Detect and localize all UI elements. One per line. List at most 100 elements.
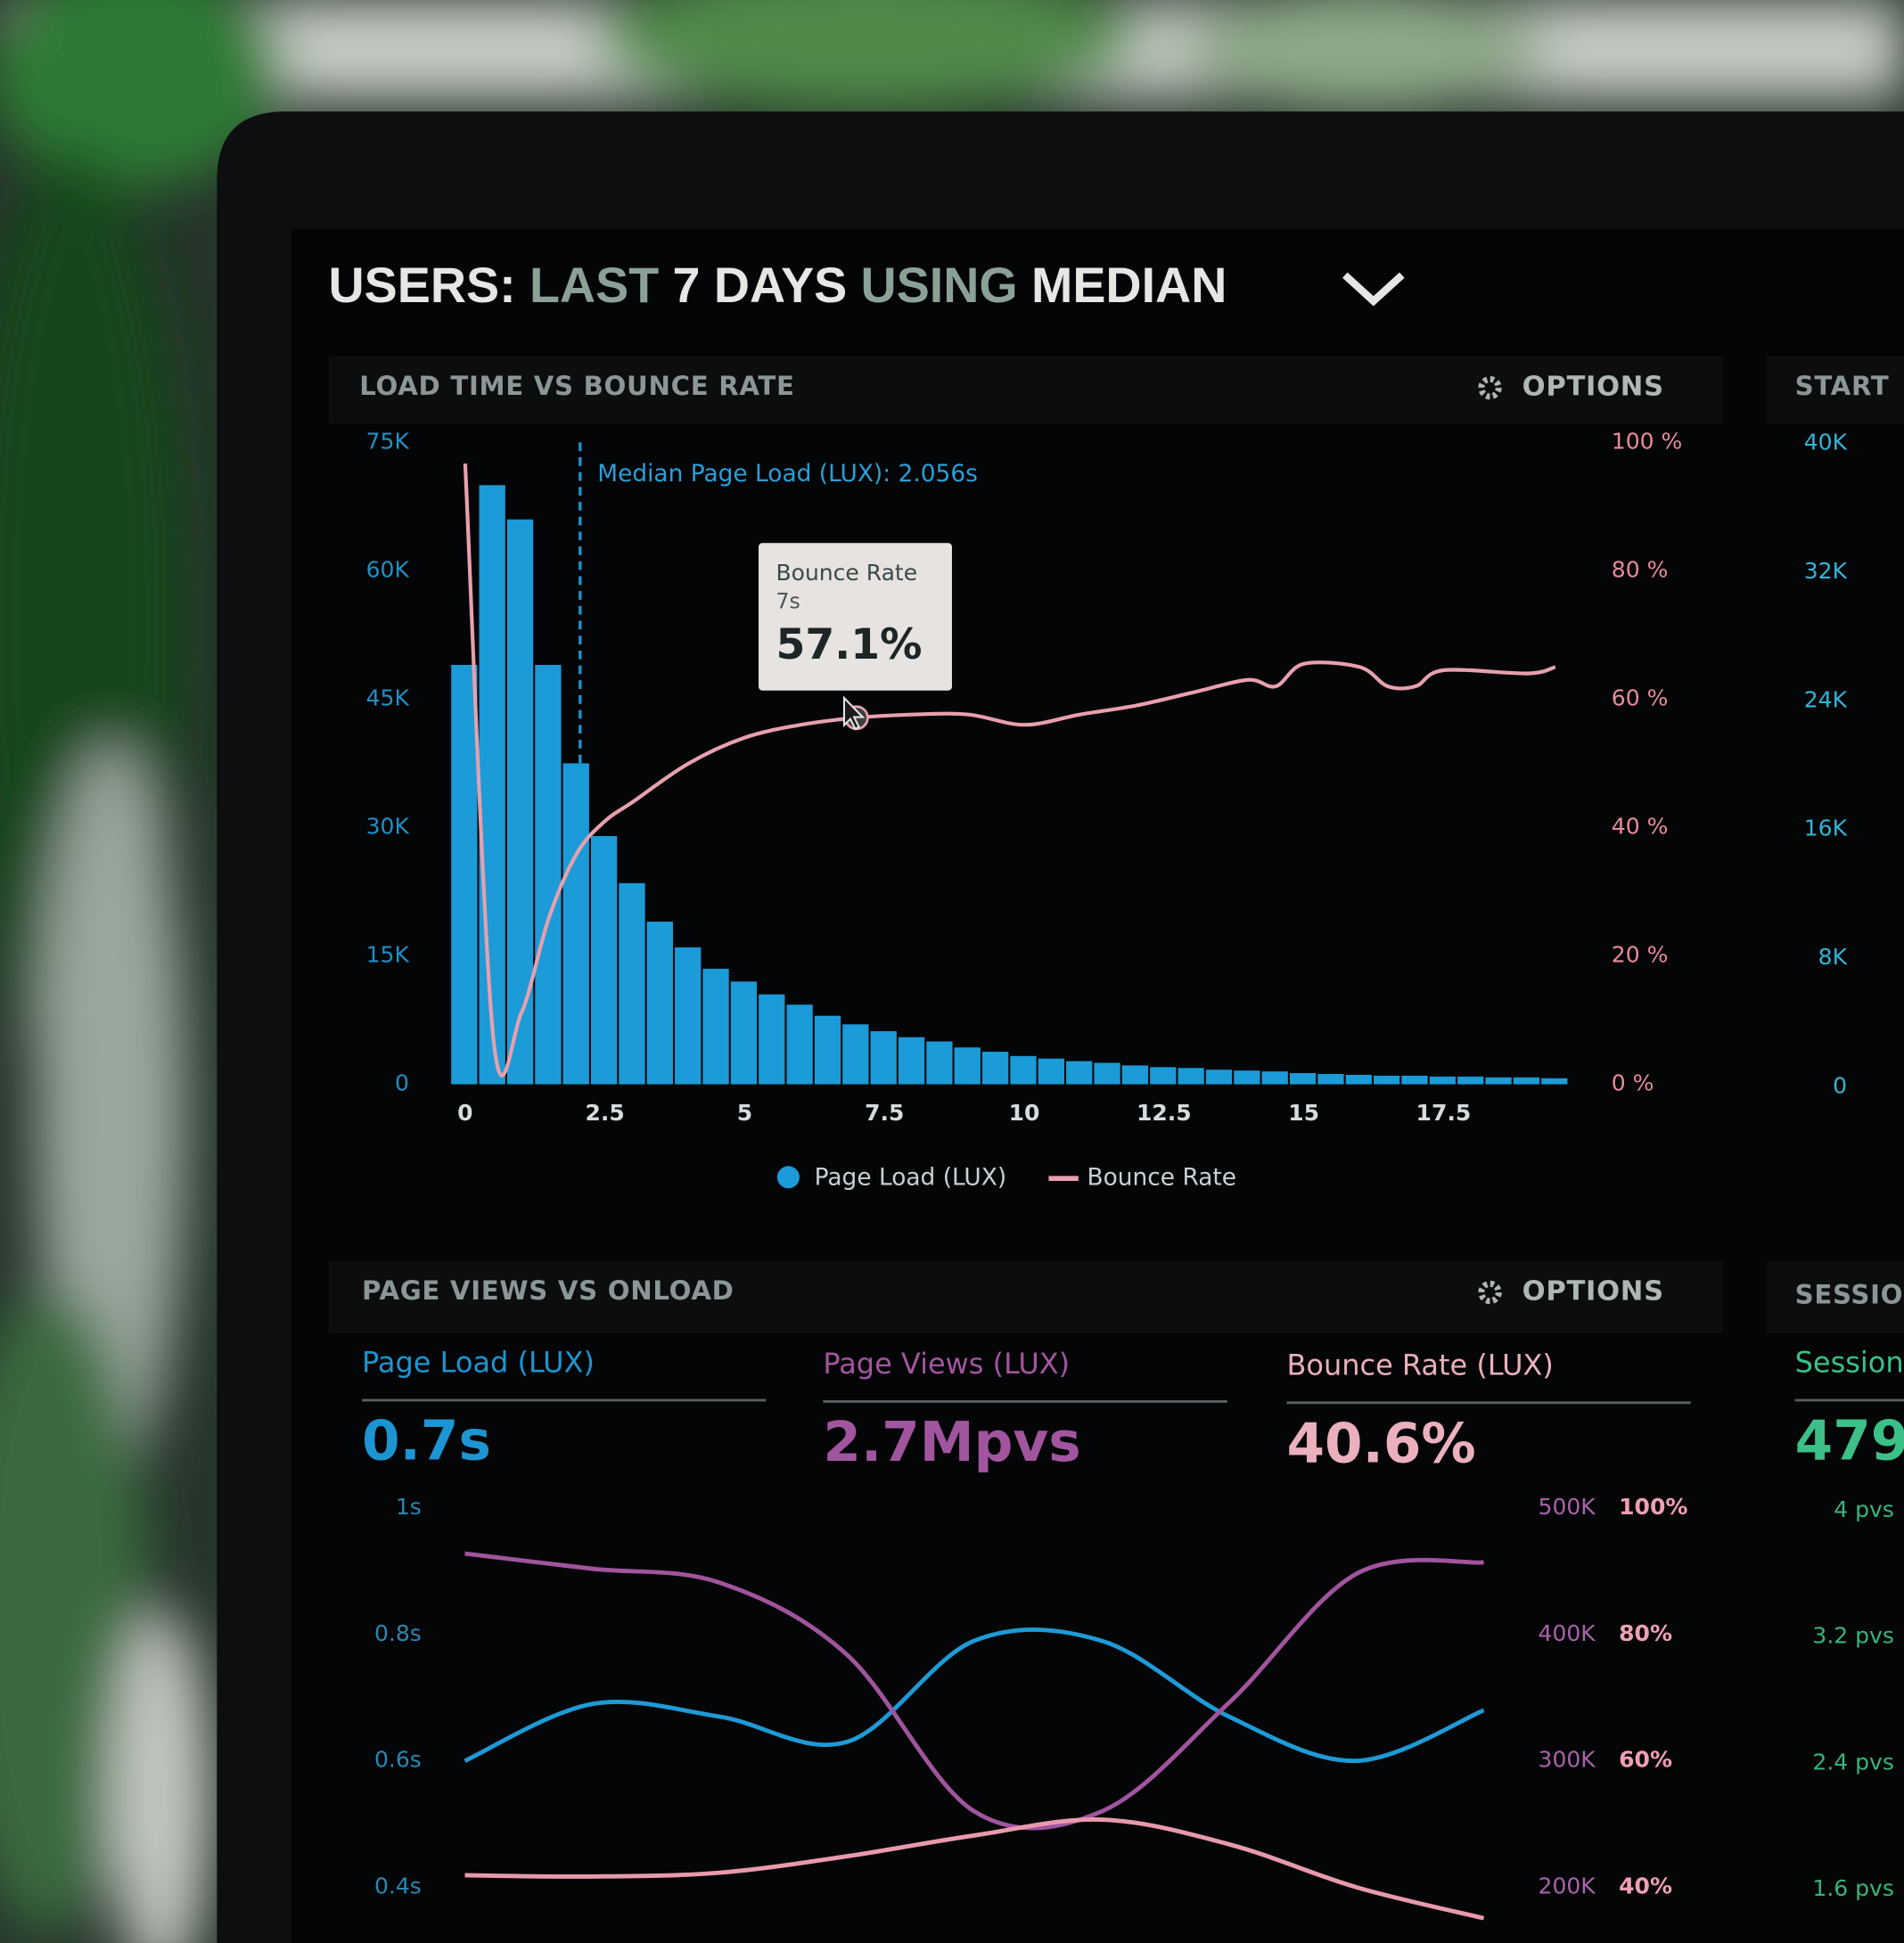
y-tick-label: 16K bbox=[1804, 816, 1848, 841]
panel-title: LOAD TIME VS BOUNCE RATE bbox=[359, 371, 794, 401]
bar bbox=[870, 1030, 897, 1085]
bar bbox=[1038, 1058, 1064, 1085]
bar bbox=[506, 519, 534, 1085]
kpi-label: Session bbox=[1795, 1346, 1904, 1380]
bar bbox=[1345, 1074, 1372, 1085]
gear-icon[interactable] bbox=[1478, 1280, 1502, 1305]
gear-icon[interactable] bbox=[1478, 375, 1502, 400]
y-tick-label: 400K bbox=[1539, 1620, 1596, 1646]
x-tick-label: 0 bbox=[457, 1100, 472, 1126]
kpi-label: Bounce Rate (LUX) bbox=[1286, 1349, 1553, 1382]
bar bbox=[1457, 1076, 1484, 1085]
bar bbox=[1178, 1068, 1204, 1085]
y-tick-label: 80% bbox=[1619, 1620, 1672, 1646]
y-tick-label: 0.8s bbox=[374, 1620, 422, 1646]
bar bbox=[619, 882, 645, 1085]
line bbox=[463, 463, 1556, 1078]
bar bbox=[786, 1004, 813, 1085]
dropdown-chevron[interactable] bbox=[1342, 272, 1405, 307]
title-part: LAST bbox=[529, 258, 659, 313]
y-tick-label: 0.4s bbox=[374, 1873, 422, 1898]
bar bbox=[1234, 1070, 1260, 1085]
bar bbox=[759, 994, 785, 1085]
kpi-value: 0.7s bbox=[362, 1410, 491, 1473]
page-title: USERS: LAST 7 DAYS USING MEDIAN bbox=[329, 258, 1227, 313]
y-tick-label: 1.6 pvs bbox=[1812, 1875, 1893, 1901]
y-tick-label: 0 bbox=[395, 1070, 409, 1096]
bar bbox=[1374, 1075, 1400, 1085]
x-tick-label: 12.5 bbox=[1137, 1100, 1192, 1126]
bar bbox=[702, 968, 729, 1085]
legend-label: Page Load (LUX) bbox=[815, 1164, 1007, 1192]
bar bbox=[646, 922, 673, 1085]
bar bbox=[1485, 1077, 1512, 1085]
y-tick-label: 4 pvs bbox=[1834, 1496, 1894, 1522]
screen bbox=[291, 229, 1904, 1943]
kpi-value: 479 bbox=[1795, 1410, 1904, 1473]
kpi-value: 40.6% bbox=[1286, 1412, 1475, 1475]
bar bbox=[451, 665, 478, 1085]
y-tick-label: 80 % bbox=[1612, 556, 1669, 582]
x-tick-label: 5 bbox=[737, 1100, 752, 1126]
bar bbox=[590, 836, 618, 1085]
x-tick-label: 2.5 bbox=[585, 1100, 624, 1126]
title-part: MEDIAN bbox=[1031, 258, 1227, 313]
tooltip-value: 57.1% bbox=[776, 620, 922, 669]
y-tick-label: 60K bbox=[366, 556, 410, 582]
y-tick-label: 0 % bbox=[1612, 1070, 1654, 1096]
bar bbox=[1121, 1065, 1149, 1085]
bar bbox=[1150, 1067, 1177, 1085]
bar bbox=[1429, 1076, 1457, 1085]
bar bbox=[898, 1037, 925, 1085]
y-tick-label: 200K bbox=[1539, 1873, 1596, 1898]
bar bbox=[1513, 1077, 1540, 1085]
title-part: USERS: bbox=[329, 258, 516, 313]
tooltip: Bounce Rate 7s 57.1% bbox=[759, 543, 952, 691]
y-tick-label: 3.2 pvs bbox=[1812, 1623, 1893, 1649]
y-tick-label: 100% bbox=[1619, 1494, 1687, 1520]
panel-title: START bbox=[1795, 371, 1890, 401]
bar bbox=[535, 665, 562, 1085]
title-part: USING bbox=[861, 258, 1018, 313]
bar bbox=[982, 1052, 1009, 1085]
title-part: 7 DAYS bbox=[672, 258, 847, 313]
y-tick-label: 45K bbox=[366, 685, 410, 710]
bar bbox=[730, 981, 758, 1085]
y-tick-label: 2.4 pvs bbox=[1812, 1749, 1893, 1775]
bar bbox=[1541, 1078, 1568, 1085]
y-tick-label: 32K bbox=[1804, 558, 1848, 584]
bar bbox=[954, 1047, 981, 1085]
y-tick-label: 8K bbox=[1818, 944, 1848, 970]
legend-label: Bounce Rate bbox=[1087, 1164, 1236, 1192]
line bbox=[464, 1551, 1484, 1831]
bar bbox=[1205, 1070, 1233, 1085]
bar bbox=[479, 485, 505, 1085]
y-tick-label: 0.6s bbox=[374, 1747, 422, 1773]
bar bbox=[1094, 1062, 1120, 1085]
tooltip-box bbox=[759, 543, 952, 691]
x-tick-label: 7.5 bbox=[865, 1100, 904, 1126]
tooltip-x: 7s bbox=[776, 588, 800, 613]
bar bbox=[1317, 1073, 1344, 1085]
y-tick-label: 30K bbox=[366, 813, 410, 839]
kpi-value: 2.7Mpvs bbox=[823, 1411, 1080, 1474]
tooltip-title: Bounce Rate bbox=[776, 560, 917, 586]
y-tick-label: 300K bbox=[1539, 1747, 1596, 1773]
options-button[interactable]: OPTIONS bbox=[1522, 372, 1664, 403]
y-tick-label: 0 bbox=[1833, 1072, 1847, 1098]
y-tick-label: 100 % bbox=[1612, 428, 1682, 454]
y-tick-label: 1s bbox=[396, 1494, 422, 1520]
y-tick-label: 24K bbox=[1804, 686, 1848, 712]
options-button[interactable]: OPTIONS bbox=[1522, 1276, 1664, 1308]
bar bbox=[814, 1015, 841, 1085]
panel-title: SESSIO bbox=[1795, 1279, 1904, 1309]
y-tick-label: 15K bbox=[366, 941, 410, 967]
panel-header bbox=[1766, 1261, 1904, 1333]
bar bbox=[1261, 1071, 1288, 1085]
x-tick-label: 15 bbox=[1288, 1100, 1319, 1126]
panel-title: PAGE VIEWS VS ONLOAD bbox=[362, 1275, 735, 1306]
y-tick-label: 75K bbox=[366, 428, 410, 454]
y-tick-label: 60% bbox=[1619, 1747, 1672, 1773]
